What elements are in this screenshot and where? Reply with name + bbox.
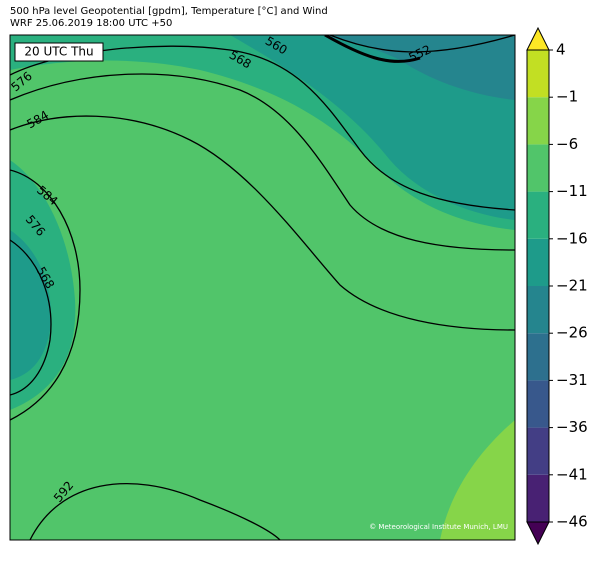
colorbar-over [526, 26, 550, 51]
colorbar-band [527, 427, 549, 475]
colorbar-tick-label: −11 [556, 182, 588, 200]
colorbar-band [527, 191, 549, 239]
map-frame [9, 34, 516, 541]
colorbar-tick-label: −1 [556, 88, 578, 106]
colorbar-tick-label: −31 [556, 371, 588, 389]
colorbar-band [527, 333, 549, 381]
title: 500 hPa level Geopotential [gpdm], Tempe… [10, 6, 328, 17]
colorbar-under [526, 521, 550, 546]
colorbar-band [527, 380, 549, 428]
colorbar-band [527, 50, 549, 98]
time-label: 20 UTC Thu [24, 45, 93, 59]
colorbar-tick-label: −6 [556, 135, 578, 153]
colorbar-band [527, 97, 549, 145]
colorbar-tick-label: 4 [556, 41, 566, 59]
subtitle: WRF 25.06.2019 18:00 UTC +50 [10, 18, 172, 29]
colorbar-tick-label: −41 [556, 465, 588, 483]
colorbar-band [527, 286, 549, 334]
colorbar-tick-label: −21 [556, 277, 588, 295]
colorbar-tick-label: −46 [556, 513, 588, 531]
colorbar-band [527, 238, 549, 286]
colorbar-tick-label: −26 [556, 324, 588, 342]
colorbar-band [527, 474, 549, 522]
credit: © Meteorological Institute Munich, LMU [369, 523, 508, 531]
colorbar-tick-label: −36 [556, 418, 588, 436]
map [10, 35, 515, 540]
time-box [14, 42, 104, 62]
colorbar-band [527, 144, 549, 192]
colorbar-tick-label: −16 [556, 229, 588, 247]
